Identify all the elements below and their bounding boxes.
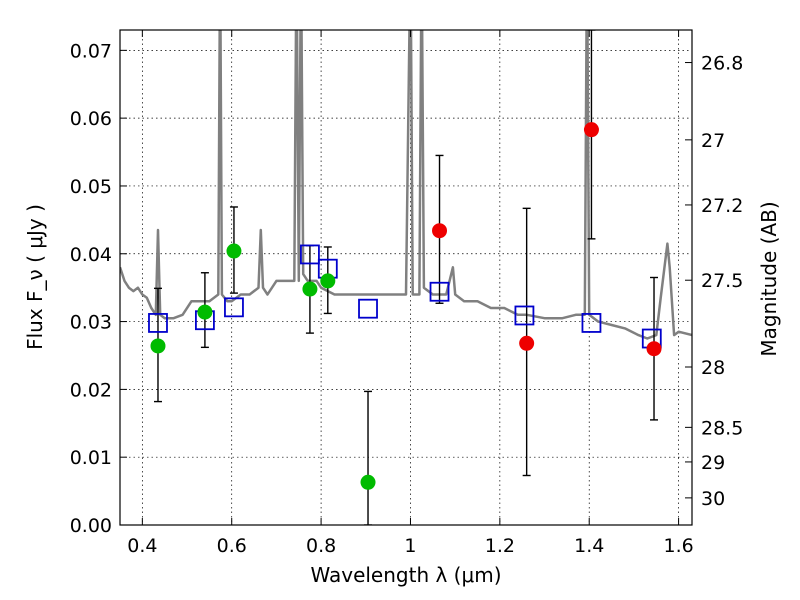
y-tick-label: 0.04 xyxy=(70,244,112,266)
y-tick-label: 0.02 xyxy=(70,379,112,401)
axis-ticks: 0.4 0.6 0.8 1 1.2 1.4 1.6 0.00 0.01 0.02 0.03 0.04 0… xyxy=(70,30,743,557)
plot-frame xyxy=(119,29,693,526)
y-tick-label: 0.00 xyxy=(70,515,112,537)
right-tick-label: 26.8 xyxy=(701,53,743,75)
red-point xyxy=(583,122,599,138)
y-tick-label: 0.05 xyxy=(70,176,112,198)
sed-line xyxy=(120,30,692,340)
model-square xyxy=(581,313,602,333)
green-point xyxy=(320,273,336,289)
model-square xyxy=(300,244,320,265)
model-square xyxy=(429,281,450,302)
plot-area xyxy=(120,30,692,525)
y-tick-label: 0.06 xyxy=(70,108,112,130)
x-tick-label: 1.4 xyxy=(574,535,604,557)
green-point xyxy=(302,281,318,297)
red-point xyxy=(646,341,662,357)
right-tick-label: 27 xyxy=(701,130,725,152)
x-tick-label: 0.4 xyxy=(127,535,157,557)
x-axis-label: Wavelength λ (μm) xyxy=(310,563,501,587)
y-tick-label: 0.07 xyxy=(70,40,112,62)
right-tick-label: 30 xyxy=(701,488,725,510)
right-tick-label: 28 xyxy=(701,357,725,379)
model-square xyxy=(358,298,378,319)
model-square xyxy=(148,313,168,333)
y-axis-label: Flux F_ν ( μJy ) xyxy=(23,204,47,350)
model-square xyxy=(514,305,535,326)
x-tick-label: 1.6 xyxy=(663,535,693,557)
x-tick-label: 1 xyxy=(404,535,416,557)
green-point xyxy=(226,243,242,259)
right-tick-label: 27.2 xyxy=(701,195,743,217)
x-tick-label: 1.2 xyxy=(485,535,515,557)
green-point xyxy=(197,304,213,320)
x-tick-label: 0.8 xyxy=(306,535,336,557)
x-tick-label: 0.6 xyxy=(217,535,247,557)
green-point xyxy=(150,338,166,354)
y-axis-label-right: Magnitude (AB) xyxy=(757,201,781,356)
red-point xyxy=(432,223,448,239)
right-tick-label: 29 xyxy=(701,452,725,474)
red-point xyxy=(519,335,535,351)
right-tick-label: 27.5 xyxy=(701,270,743,292)
model-square xyxy=(224,297,244,318)
y-tick-label: 0.01 xyxy=(70,447,112,469)
y-tick-label: 0.03 xyxy=(70,312,112,334)
right-tick-label: 28.5 xyxy=(701,417,743,439)
green-point xyxy=(360,474,376,490)
